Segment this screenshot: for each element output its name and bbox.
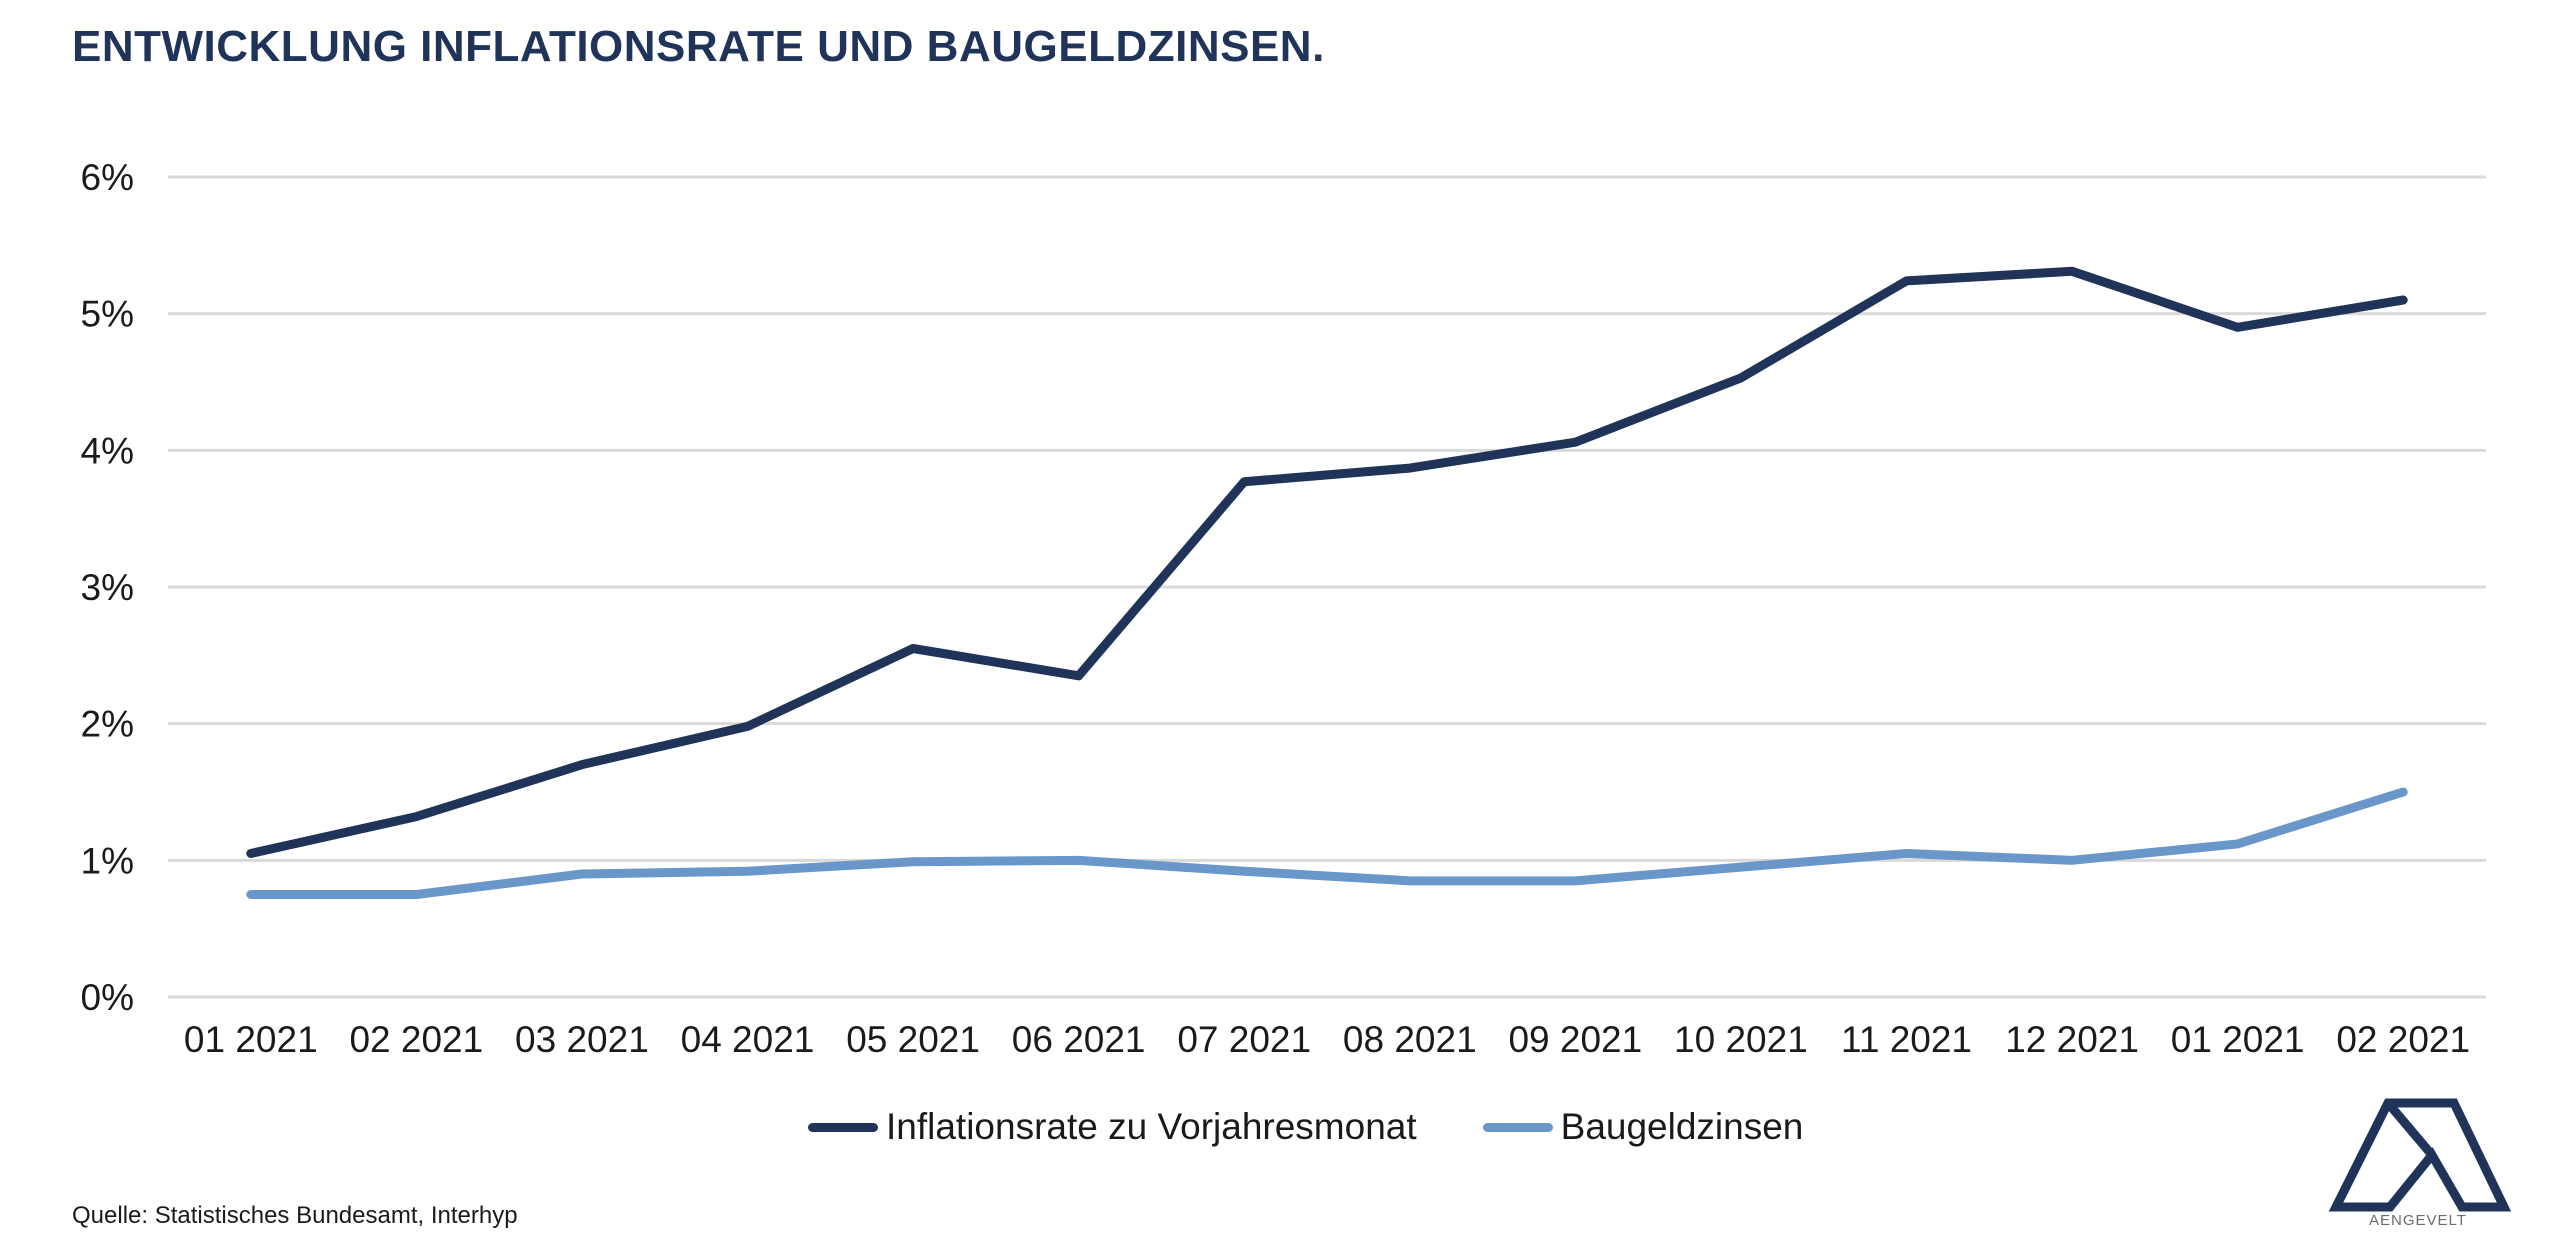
legend-item-baugeld[interactable]: Baugeldzinsen [1482,1106,1804,1148]
grid-lines [168,175,2486,999]
aengevelt-logo-icon [2328,1098,2512,1212]
y-tick-label: 4% [81,430,134,471]
page-title: ENTWICKLUNG INFLATIONSRATE UND BAUGELDZI… [72,22,1325,71]
legend: Inflationsrate zu Vorjahresmonat Baugeld… [808,1102,1869,1152]
source-note: Quelle: Statistisches Bundesamt, Interhy… [72,1202,518,1229]
x-tick-label: 02 2021 [2336,1019,2470,1060]
series-line-inflation [246,266,2408,858]
x-tick-label: 07 2021 [1177,1019,1311,1060]
x-axis-ticks: 01 2021 02 2021 03 2021 04 2021 05 2021 06 20… [184,1019,2470,1060]
series-line-baugeld [246,787,2408,899]
x-tick-label: 10 2021 [1674,1019,1808,1060]
legend-label-baugeld: Baugeldzinsen [1560,1106,1804,1147]
y-tick-label: 5% [81,294,134,335]
x-tick-label: 08 2021 [1343,1019,1477,1060]
x-tick-label: 12 2021 [2005,1019,2139,1060]
y-tick-label: 0% [81,977,134,1018]
legend-swatch-baugeld [1482,1122,1553,1132]
legend-label-inflation: Inflationsrate zu Vorjahresmonat [886,1106,1417,1147]
x-tick-label: 02 2021 [349,1019,483,1060]
x-tick-label: 03 2021 [515,1019,649,1060]
y-tick-label: 3% [81,567,134,608]
x-tick-label: 06 2021 [1012,1019,1146,1060]
legend-item-inflation[interactable]: Inflationsrate zu Vorjahresmonat [808,1106,1417,1148]
y-tick-label: 6% [81,157,134,198]
y-axis-ticks: 0% 1% 2% 3% 4% 5% 6% [81,157,134,1018]
y-tick-label: 1% [81,840,134,881]
line-chart: 0% 1% 2% 3% 4% 5% 6% 01 2021 02 2021 03 2021 04 2… [81,157,2486,1060]
logo-wordmark: AENGEVELT [2369,1212,2467,1229]
x-tick-label: 05 2021 [846,1019,980,1060]
y-tick-label: 2% [81,704,134,745]
series-lines [246,266,2408,899]
x-tick-label: 01 2021 [184,1019,318,1060]
legend-swatch-inflation [808,1122,878,1132]
x-tick-label: 11 2021 [1841,1019,1972,1060]
x-tick-label: 01 2021 [2171,1019,2305,1060]
x-tick-label: 09 2021 [1508,1019,1642,1060]
x-tick-label: 04 2021 [681,1019,815,1060]
